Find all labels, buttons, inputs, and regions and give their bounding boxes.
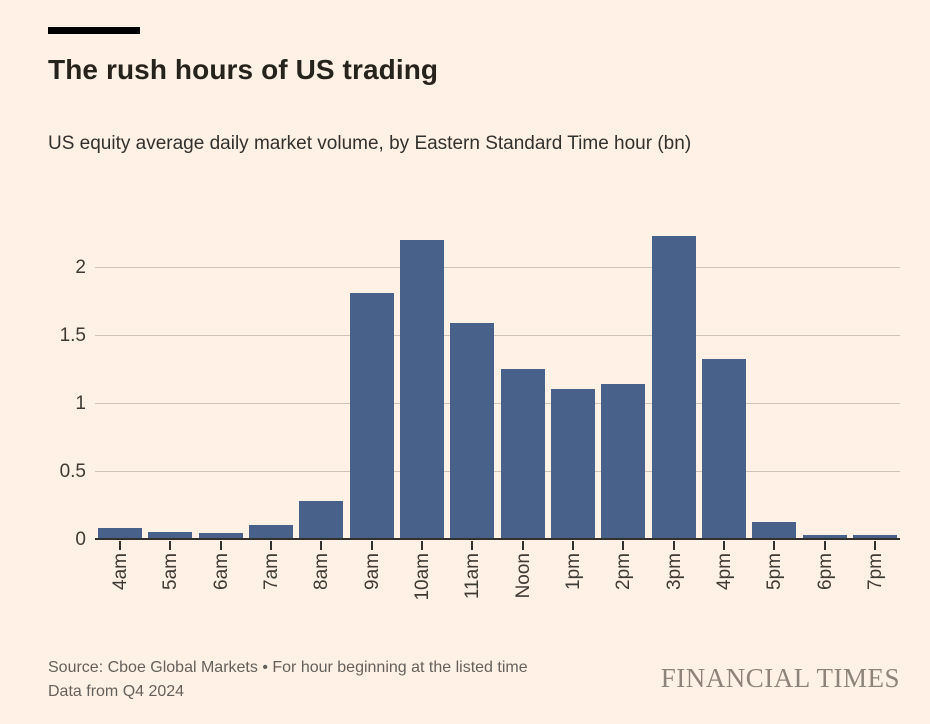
x-tick-label: Noon (512, 553, 534, 599)
ft-logo: FINANCIAL TIMES (660, 663, 900, 693)
bar-5am (148, 531, 193, 540)
x-tick-label: 5am (160, 553, 182, 590)
x-tick (672, 541, 675, 550)
x-tick-label: 3pm (663, 553, 685, 590)
title-rule (48, 27, 140, 34)
x-tick (370, 541, 373, 550)
x-tick-label: 2pm (613, 553, 635, 590)
x-tick (471, 541, 474, 550)
x-tick-label: 4am (110, 553, 132, 590)
bar-3pm (651, 235, 696, 540)
bar-7pm (852, 534, 897, 540)
x-tick-label: 9am (361, 553, 383, 590)
x-tick (622, 541, 625, 550)
source-line-1: Source: Cboe Global Markets • For hour b… (48, 659, 528, 676)
x-tick-label: 4pm (713, 553, 735, 590)
y-tick-label: 1.5 (59, 325, 86, 347)
y-tick-label: 0 (75, 529, 86, 550)
x-tick (119, 541, 122, 550)
x-tick (270, 541, 273, 550)
x-tick-label: 1pm (562, 553, 584, 590)
x-tick (722, 541, 725, 550)
bar-9am (349, 292, 394, 540)
bar-7am (249, 525, 294, 540)
y-tick-label: 2 (75, 257, 86, 279)
gridline (95, 471, 900, 473)
x-tick (873, 541, 876, 550)
y-tick-label: 1 (75, 393, 86, 415)
x-tick-label: 6am (210, 553, 232, 590)
x-tick (421, 541, 424, 550)
x-tick-label: 7pm (864, 553, 886, 590)
bar-noon (500, 368, 545, 540)
bar-6pm (802, 534, 847, 540)
bar-4am (98, 527, 143, 540)
gridline (95, 267, 900, 269)
bar-10am (400, 239, 445, 540)
x-axis-baseline (95, 538, 900, 540)
x-tick-label: 5pm (764, 553, 786, 590)
plot-area (95, 214, 900, 550)
bar-1pm (550, 389, 595, 540)
bar-5pm (752, 522, 797, 540)
x-tick (521, 541, 524, 550)
gridline (95, 403, 900, 405)
source-note: Source: Cboe Global Markets • For hour b… (48, 656, 528, 704)
x-tick-label: 6pm (814, 553, 836, 590)
x-tick (823, 541, 826, 550)
x-tick (773, 541, 776, 550)
bar-11am (450, 322, 495, 540)
x-tick (169, 541, 172, 550)
y-tick-label: 0.5 (59, 461, 86, 483)
x-tick-label: 11am (462, 553, 484, 600)
x-tick-label: 10am (412, 553, 434, 601)
source-line-2: Data from Q4 2024 (48, 683, 185, 700)
page-title: The rush hours of US trading (48, 54, 439, 85)
bar-8am (299, 500, 344, 540)
gridline (95, 335, 900, 337)
chart-subtitle: US equity average daily market volume, b… (48, 133, 692, 154)
x-tick (571, 541, 574, 550)
y-axis-labels: 0 0.5 1 1.5 2 (0, 214, 86, 550)
bar-2pm (601, 383, 646, 540)
x-tick (320, 541, 323, 550)
x-axis-labels: 4am 5am 6am 7am 8am 9am 10am 11am Noon 1pm 2pm 3pm 4… (95, 553, 900, 643)
bar-4pm (701, 359, 746, 540)
x-tick-label: 8am (311, 553, 333, 590)
x-tick (219, 541, 222, 550)
x-tick-label: 7am (261, 553, 283, 590)
bar-6am (198, 533, 243, 540)
